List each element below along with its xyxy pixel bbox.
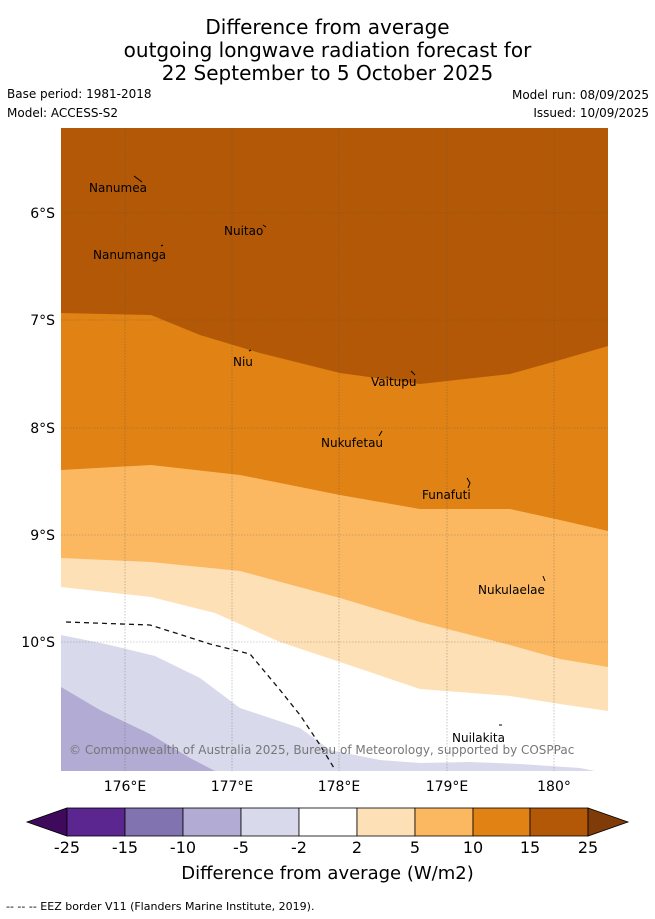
chart-title: Difference from average outgoing longwav…: [0, 16, 655, 85]
colorbar-tick: -2: [291, 838, 307, 857]
place-label: Nanumanga: [93, 248, 166, 262]
colorbar-tick: -5: [233, 838, 249, 857]
band-minus5-minus2: [61, 635, 595, 771]
colorbar-swatch: [472, 807, 531, 837]
island-funafuti: [466, 477, 471, 489]
colorbar-swatch: [298, 807, 358, 837]
colorbar-extend-low: [25, 807, 68, 837]
lat-label: 8°S: [30, 421, 55, 437]
model-name: Model: ACCESS-S2: [7, 106, 119, 120]
gridlines: [61, 128, 608, 771]
colorbar-tick: -15: [111, 838, 139, 857]
island-nuitao: [262, 224, 267, 228]
eez-footnote: -- -- -- EEZ border V11 (Flanders Marine…: [6, 900, 315, 913]
colorbar-tick: -25: [53, 838, 81, 857]
colorbar-tick: 2: [351, 838, 363, 857]
place-label: Nanumea: [89, 181, 147, 195]
colorbar-swatch: [124, 807, 184, 837]
lon-label: 177°E: [211, 779, 254, 795]
lon-label: 176°E: [104, 779, 147, 795]
eez-border: [65, 621, 335, 769]
colorbar-swatch: [356, 807, 416, 837]
title-line-3: 22 September to 5 October 2025: [161, 61, 494, 85]
colorbar-tick: 5: [409, 838, 421, 857]
place-label: Niu: [233, 355, 253, 369]
lon-axis-labels: 176°E 177°E 178°E 179°E 180°: [104, 779, 571, 795]
colorbar-tick: 25: [577, 838, 599, 857]
colorbar-tick: -10: [169, 838, 197, 857]
model-run: Model run: 08/09/2025: [511, 88, 649, 102]
colorbar-extend-high: [587, 807, 630, 837]
title-line-1: Difference from average: [205, 15, 450, 39]
band-minus10-minus5: [61, 687, 215, 771]
copyright-notice: © Commonwealth of Australia 2025, Bureau…: [69, 743, 574, 757]
island-niu: [248, 349, 252, 352]
island-nukufetau: [378, 430, 383, 437]
place-label: Vaitupu: [371, 375, 417, 389]
colorbar-tick: 15: [519, 838, 541, 857]
island-vaitupu: [410, 370, 416, 376]
place-label: Nuilakita: [452, 731, 505, 745]
place-labels: Nanumea Nuitao Nanumanga Niu Vaitupu Nuk…: [89, 181, 545, 745]
issued-date: Issued: 10/09/2025: [533, 106, 649, 120]
lon-label: 178°E: [318, 779, 361, 795]
lon-label: 180°: [537, 779, 571, 795]
lon-label: 179°E: [426, 779, 469, 795]
lat-label: 7°S: [30, 313, 55, 329]
islands: [133, 175, 546, 726]
lat-axis-labels: 6°S 7°S 8°S 9°S 10°S: [21, 206, 55, 651]
place-label: Nuitao: [224, 224, 263, 238]
island-nukulaelae: [542, 575, 546, 582]
place-label: Funafuti: [422, 488, 471, 502]
base-period: Base period: 1981-2018: [7, 87, 152, 101]
lat-label: 9°S: [30, 528, 55, 544]
colorbar-swatch: [240, 807, 300, 837]
island-nanumanga: [160, 244, 164, 247]
contour-fields: Nanumea Nuitao Nanumanga Niu Vaitupu Nuk…: [61, 128, 608, 771]
colorbar-swatch: [414, 807, 474, 837]
lat-label: 6°S: [30, 206, 55, 222]
place-label: Nukulaelae: [478, 583, 545, 597]
colorbar-swatch: [182, 807, 242, 837]
island-nanumea: [133, 175, 143, 183]
title-line-2: outgoing longwave radiation forecast for: [123, 38, 532, 62]
colorbar-swatch: [66, 807, 126, 837]
lat-label: 10°S: [21, 635, 55, 651]
colorbar-tick: 10: [462, 838, 484, 857]
colorbar-title: Difference from average (W/m2): [181, 863, 474, 884]
colorbar: [25, 807, 630, 837]
place-label: Nukufetau: [321, 436, 383, 450]
colorbar-swatch: [529, 807, 589, 837]
